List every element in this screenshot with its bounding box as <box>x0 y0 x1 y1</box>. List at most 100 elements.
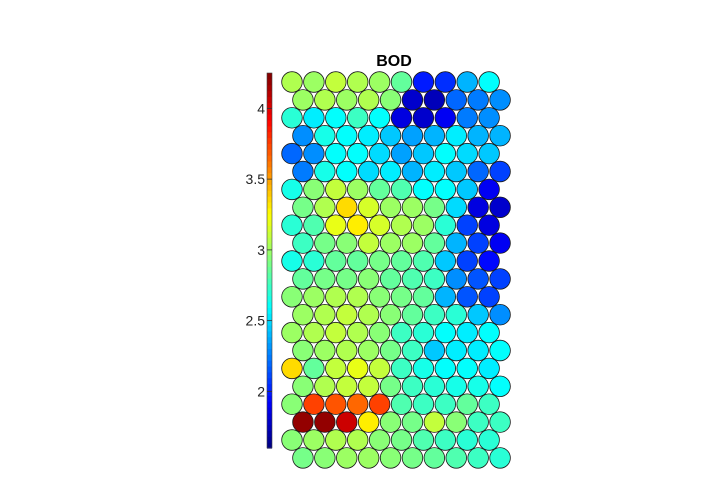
som-cell <box>292 232 314 254</box>
colorbar-segment <box>267 424 272 432</box>
som-cell <box>478 214 500 236</box>
som-cell <box>303 429 325 451</box>
som-cell <box>347 178 369 201</box>
colorbar-segment <box>267 412 272 420</box>
som-cell <box>489 339 511 362</box>
som-cell <box>478 178 500 201</box>
som-cell <box>325 393 347 415</box>
som-cell <box>456 107 478 129</box>
som-cell <box>368 321 391 344</box>
som-cell <box>467 411 489 433</box>
som-cell <box>401 375 424 398</box>
colorbar-segment <box>267 395 272 402</box>
som-cell <box>347 429 369 451</box>
som-cell <box>456 178 478 201</box>
som-cell <box>456 286 478 308</box>
som-cell <box>401 124 424 147</box>
colorbar-segment <box>267 172 272 180</box>
som-cell <box>379 304 402 326</box>
som-cell <box>281 178 303 201</box>
colorbar-segment <box>267 160 272 168</box>
colorbar-segment <box>267 108 272 115</box>
colorbar-tick-label: 4 <box>257 100 265 116</box>
som-cell <box>347 250 369 272</box>
som-cell <box>401 160 424 183</box>
som-cell <box>325 214 347 236</box>
som-cell <box>336 447 358 469</box>
som-cell <box>325 429 347 451</box>
som-cell <box>368 178 391 201</box>
som-cell <box>336 304 358 326</box>
colorbar-segment <box>267 418 272 426</box>
colorbar-segment <box>267 283 272 291</box>
som-cell <box>456 357 478 380</box>
som-cell <box>347 321 369 344</box>
som-cell <box>445 196 467 219</box>
som-cell <box>478 357 500 380</box>
som-cell <box>325 250 347 272</box>
som-cell <box>434 286 457 308</box>
som-cell <box>456 214 478 236</box>
colorbar-segment <box>267 401 272 408</box>
colorbar-segment <box>267 360 272 367</box>
colorbar-segment <box>267 143 272 150</box>
som-cell <box>336 268 358 290</box>
som-cell <box>357 411 380 433</box>
som-cell <box>467 268 489 290</box>
som-cell <box>303 214 325 236</box>
som-cell <box>434 393 457 415</box>
som-cell <box>357 124 380 147</box>
colorbar-segment <box>267 377 272 385</box>
som-cell <box>456 321 478 344</box>
som-cell <box>401 304 424 326</box>
som-cell <box>357 375 380 398</box>
colorbar-segment <box>267 90 272 98</box>
som-cell <box>478 321 500 344</box>
som-cell <box>423 375 446 398</box>
som-cell <box>336 124 358 147</box>
som-cell <box>423 232 446 254</box>
som-cell <box>412 393 435 415</box>
som-cell <box>489 89 511 111</box>
som-cell <box>467 196 489 219</box>
colorbar-segment <box>267 155 272 162</box>
som-cell <box>292 447 314 469</box>
colorbar-segment <box>267 184 272 191</box>
colorbar-segment <box>267 125 272 133</box>
som-cell <box>401 196 424 219</box>
colorbar-tick-label: 3.5 <box>246 171 266 187</box>
som-cell <box>303 178 325 201</box>
colorbar-segment <box>267 73 272 80</box>
colorbar-segment <box>267 231 272 238</box>
som-cell <box>357 160 380 183</box>
som-cell <box>423 447 446 469</box>
som-cell <box>347 214 369 236</box>
som-cell <box>434 107 457 129</box>
som-cell <box>314 160 336 183</box>
som-cell <box>412 178 435 201</box>
som-cell <box>292 375 314 398</box>
som-cell <box>412 71 435 93</box>
colorbar-frame <box>266 72 273 449</box>
som-cell <box>314 447 336 469</box>
som-cell <box>434 321 457 344</box>
som-cell <box>390 107 413 129</box>
som-cell <box>423 304 446 326</box>
som-cell <box>467 447 489 469</box>
som-cell <box>325 286 347 308</box>
colorbar-segment <box>267 196 272 203</box>
som-cell <box>456 71 478 93</box>
som-cell <box>281 71 303 93</box>
colorbar-segment <box>267 114 272 121</box>
colorbar-segment <box>267 119 272 127</box>
colorbar-segment <box>267 371 272 379</box>
colorbar-segment <box>267 383 272 391</box>
som-cell <box>467 375 489 398</box>
som-cell <box>347 71 369 93</box>
som-cell <box>390 321 413 344</box>
som-cell <box>292 304 314 326</box>
colorbar-segment <box>267 178 272 185</box>
som-cell <box>412 321 435 344</box>
som-cell <box>292 196 314 219</box>
som-cell <box>325 107 347 129</box>
